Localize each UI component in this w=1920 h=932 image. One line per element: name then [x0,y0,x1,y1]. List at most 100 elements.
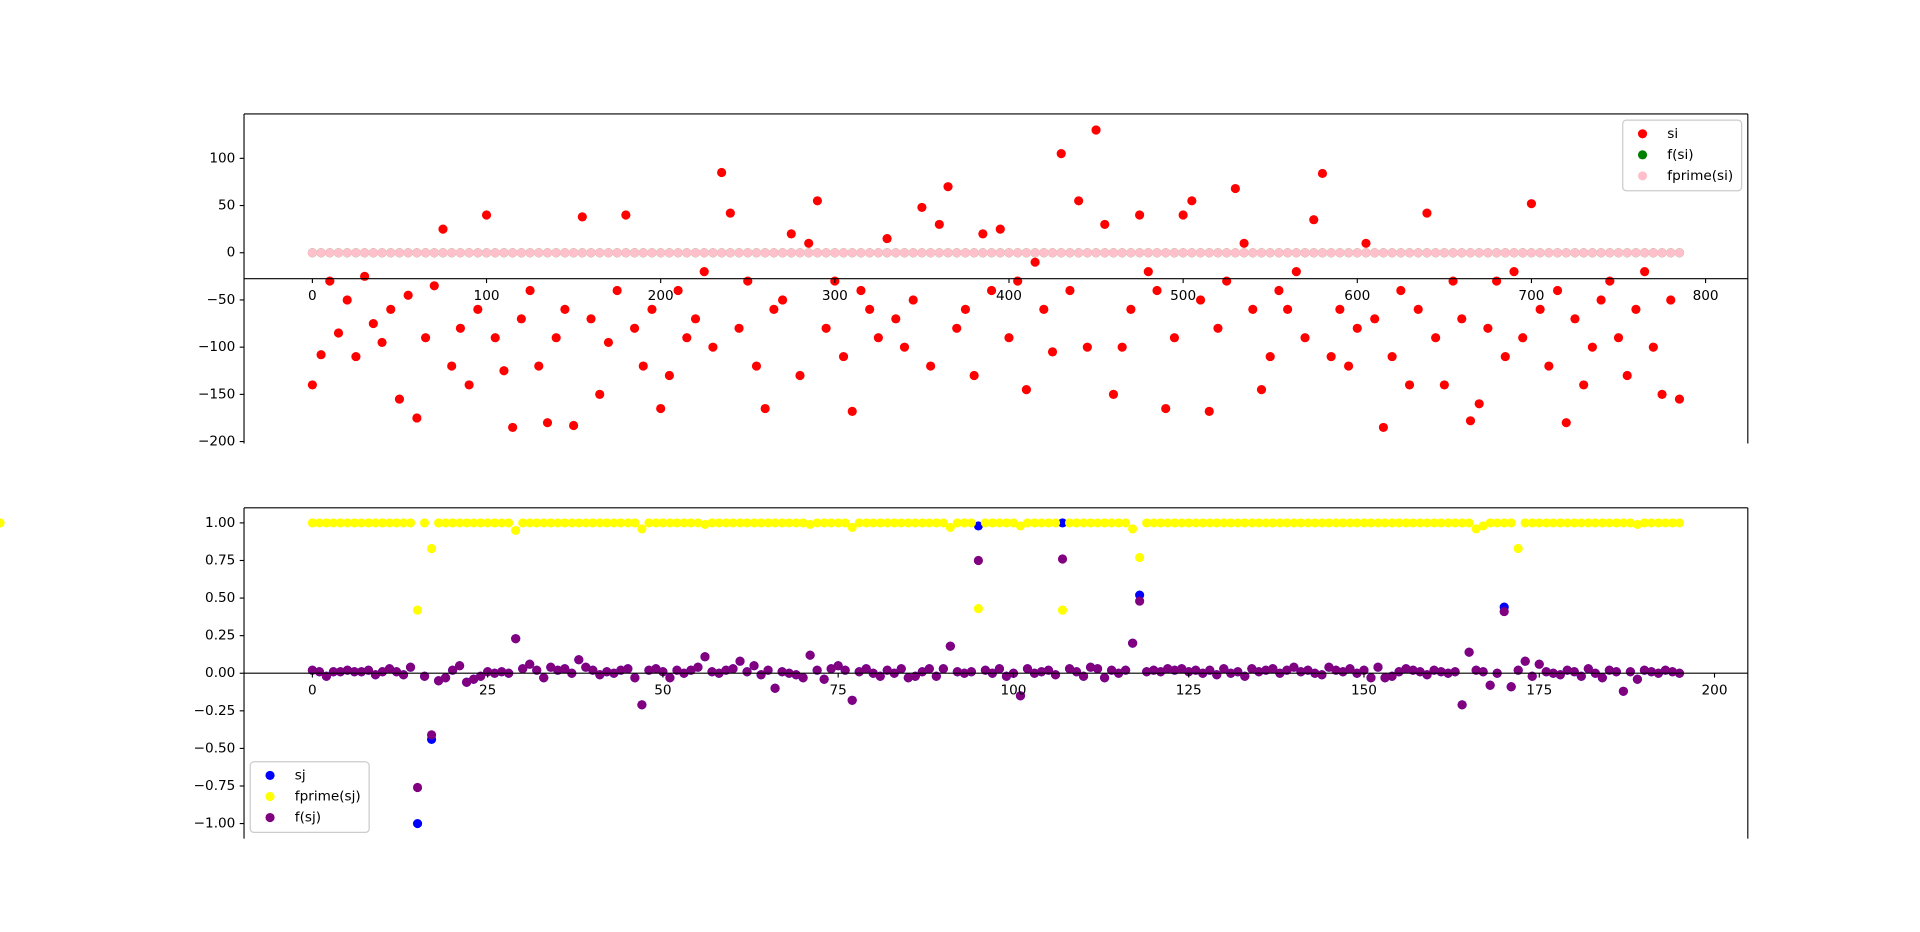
x-tick-label: 175 [1526,683,1552,699]
point [516,314,526,324]
point [1526,248,1537,258]
point [1187,196,1197,206]
point [462,518,472,528]
point [760,403,770,414]
point [760,248,770,258]
point [1324,662,1334,672]
point [1004,248,1014,258]
point [1317,168,1328,179]
point [658,667,668,677]
point [1431,333,1441,343]
point [1071,667,1082,677]
point [356,518,367,528]
point [1240,518,1250,528]
point [665,673,675,683]
point [1667,518,1678,528]
point [499,366,509,376]
y-tick-label: 100 [209,150,235,166]
point [959,518,969,528]
point [1387,248,1397,258]
point [1499,518,1509,528]
point [1552,285,1563,296]
point [1611,667,1621,677]
point [777,518,787,528]
point [1100,248,1110,258]
point [1326,352,1336,362]
point [429,281,439,291]
point [1085,518,1096,528]
point [934,219,944,230]
point [873,248,883,258]
point [784,518,794,528]
point [1640,248,1650,258]
point [1579,248,1589,258]
point [1509,267,1519,277]
point [1085,662,1096,672]
point [342,665,353,675]
point [1597,518,1607,528]
point [542,248,553,258]
point [1135,596,1145,606]
point [441,518,451,528]
point [1021,248,1031,258]
point [1291,248,1301,258]
point [1128,524,1138,534]
y-tick-label: 0.25 [205,628,235,644]
point [791,518,801,528]
point [1222,248,1232,258]
point [464,380,474,390]
point [391,667,402,677]
point [328,518,338,528]
point [1527,518,1537,528]
point [508,248,518,258]
point [314,667,324,677]
point [384,664,395,674]
point [518,664,528,674]
point [1265,352,1275,362]
point [1483,248,1493,258]
point [1387,518,1397,528]
point [481,248,492,258]
point [1275,518,1285,528]
point [412,782,423,793]
point [1233,518,1243,528]
point [1544,361,1554,371]
point [656,403,666,414]
point [588,518,598,528]
series [307,125,1685,432]
point [1579,380,1589,390]
point [664,370,674,381]
point [1283,248,1293,258]
point [1282,518,1292,528]
point [497,667,507,677]
point [321,671,331,681]
point [1674,394,1685,404]
point [595,389,605,399]
point [1541,667,1551,677]
point [1646,667,1657,677]
point [1401,518,1411,528]
point [1219,664,1229,674]
point [412,413,422,423]
y-tick-label: 0.00 [205,665,235,681]
point [469,674,479,684]
point [546,518,556,528]
point [368,318,378,329]
point [377,337,387,348]
point [511,525,521,536]
point [398,518,409,528]
point [945,522,955,532]
point [743,248,753,258]
point [1324,518,1334,528]
point [1387,671,1397,681]
point [335,667,346,677]
legend: sj fprime(sj) f(sj) [249,761,370,834]
point [1653,518,1664,528]
point [1429,665,1439,675]
point [682,333,692,343]
point [1657,389,1667,399]
point [328,667,338,677]
point [847,695,857,705]
point [651,664,661,674]
point [1632,674,1642,684]
